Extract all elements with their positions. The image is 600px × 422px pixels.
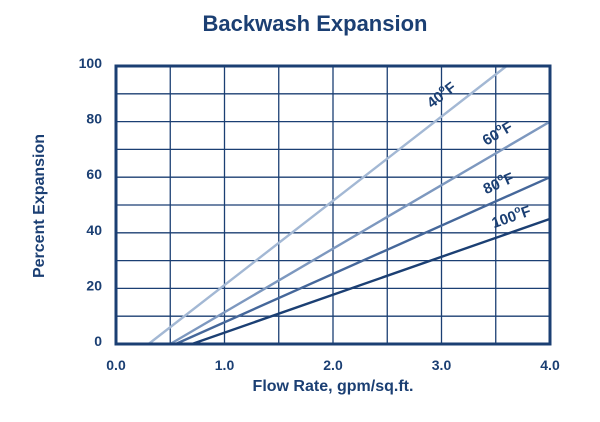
series-line <box>175 176 551 346</box>
series-label: 80oF <box>480 168 517 198</box>
y-axis-label: Percent Expansion <box>31 134 48 278</box>
x-tick-label: 4.0 <box>540 357 560 373</box>
series-line <box>147 65 508 345</box>
plot-frame <box>114 64 552 346</box>
chart-title: Backwash Expansion <box>203 11 428 36</box>
series-line <box>169 120 551 346</box>
x-tick-label: 3.0 <box>432 357 452 373</box>
x-tick-label: 0.0 <box>106 357 126 373</box>
y-tick-label: 80 <box>86 111 102 127</box>
series-line <box>191 217 551 346</box>
y-tick-label: 20 <box>86 277 102 293</box>
y-tick-label: 100 <box>79 55 103 71</box>
series-lines <box>147 65 551 346</box>
grid <box>116 66 550 344</box>
y-tick-label: 60 <box>86 166 102 182</box>
y-tick-label: 0 <box>94 333 102 349</box>
x-tick-label: 1.0 <box>215 357 235 373</box>
y-tick-label: 40 <box>86 222 102 238</box>
y-tick-labels: 0 20 40 60 80 100 <box>79 55 103 349</box>
x-tick-labels: 0.0 1.0 2.0 3.0 4.0 <box>106 357 560 373</box>
x-axis-label: Flow Rate, gpm/sq.ft. <box>253 378 414 395</box>
x-tick-label: 2.0 <box>323 357 343 373</box>
